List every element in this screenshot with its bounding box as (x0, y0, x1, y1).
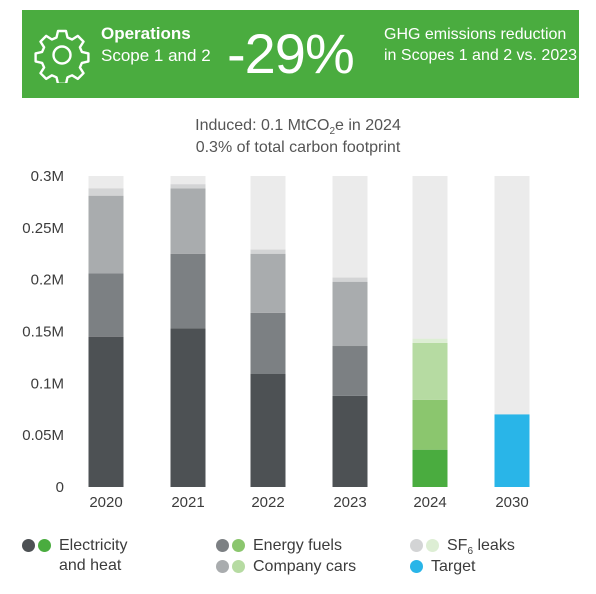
bar-segment-2021 (170, 253, 206, 329)
bar-segment-2021 (170, 328, 206, 487)
induced-prefix: Induced: 0.1 MtCO (195, 117, 330, 134)
legend-electricity-line2: and heat (59, 557, 122, 574)
bar-segment-2021 (170, 188, 206, 254)
legend-swatch-fuels-green (232, 539, 245, 552)
legend-energy-fuels: Energy fuels (216, 536, 342, 556)
induced-subscript: 2 (329, 126, 335, 138)
footprint-share: 0.3% of total carbon footprint (195, 139, 401, 156)
bar-segment-2020 (88, 195, 124, 274)
bar-segment-2024 (412, 342, 448, 400)
induced-suffix: e in 2024 (335, 117, 401, 134)
x-tick-label: 2022 (251, 494, 284, 511)
bar-segment-2024 (412, 399, 448, 450)
gear-icon (34, 29, 90, 83)
x-tick-label: 2020 (89, 494, 122, 511)
legend-sf6-subscript: 6 (467, 546, 474, 558)
legend-company-cars: Company cars (216, 557, 356, 577)
legend-swatch-fuels-gray (216, 539, 229, 552)
bar-segment-2022 (250, 312, 286, 375)
y-tick-label: 0 (56, 479, 64, 496)
y-tick-label: 0.25M (22, 220, 64, 237)
legend-target-label: Target (431, 558, 476, 575)
y-tick-label: 0.1M (31, 375, 64, 392)
x-tick-label: 2024 (413, 494, 446, 511)
bar-segment-2021 (170, 184, 206, 189)
y-tick-label: 0.05M (22, 427, 64, 444)
emissions-bar-chart: 0 0.05M 0.1M 0.15M 0.2M 0.25M 0.3M 2020 2021 2022… (22, 168, 530, 511)
bar-segment-2023 (332, 277, 368, 282)
bar-segment-2024 (412, 449, 448, 487)
legend-energy-fuels-label: Energy fuels (253, 537, 342, 554)
legend-electricity-line1: Electricity (59, 537, 128, 554)
legend-swatch-sf6-green (426, 539, 439, 552)
bar-segment-2024 (412, 338, 448, 343)
legend-company-cars-label: Company cars (253, 558, 357, 575)
y-tick-label: 0.2M (31, 272, 64, 289)
scope-label: Scope 1 and 2 (101, 46, 211, 65)
bar-segment-2022 (250, 253, 286, 313)
summary-banner: Operations Scope 1 and 2 -29% GHG emissi… (22, 10, 579, 98)
reduction-description: GHG emissions reduction in Scopes 1 and … (384, 26, 578, 64)
reduction-percentage: -29% (227, 22, 355, 85)
legend-sf6-prefix: SF (447, 537, 468, 554)
y-tick-label: 0.15M (22, 324, 64, 341)
legend-sf6-label: SF6 leaks (447, 536, 515, 562)
legend-swatch-target (410, 560, 423, 573)
legend-swatch-sf6-gray (410, 539, 423, 552)
bar-segment-2023 (332, 395, 368, 487)
bar-segment-2022 (250, 249, 286, 254)
legend-target: Target (410, 557, 475, 577)
legend-swatch-electricity-gray (22, 539, 35, 552)
bar-segment-2023 (332, 281, 368, 347)
legend-swatch-cars-green (232, 560, 245, 573)
legend-sf6-leaks: SF6 leaks (410, 536, 515, 562)
y-tick-label: 0.3M (31, 168, 64, 185)
bar-segment-2022 (250, 374, 286, 487)
bar-segment-2020 (88, 336, 124, 487)
bar-segment-2020 (88, 273, 124, 337)
bar-segment-2030 (494, 414, 530, 487)
bar-segment-2023 (332, 346, 368, 396)
legend-swatch-electricity-green (38, 539, 51, 552)
legend-electricity: Electricity and heat (22, 536, 127, 576)
legend-sf6-suffix: leaks (473, 537, 515, 554)
x-tick-label: 2030 (495, 494, 528, 511)
legend-swatch-cars-gray (216, 560, 229, 573)
x-tick-label: 2023 (333, 494, 366, 511)
bar-segment-2020 (88, 188, 124, 196)
x-tick-label: 2021 (171, 494, 204, 511)
operations-title: Operations (101, 24, 191, 43)
induced-line: Induced: 0.1 MtCO2e in 2024 (0, 117, 596, 137)
